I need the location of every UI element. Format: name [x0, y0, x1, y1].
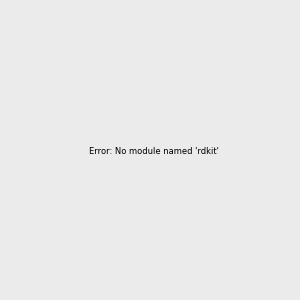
Text: Error: No module named 'rdkit': Error: No module named 'rdkit': [89, 147, 219, 156]
